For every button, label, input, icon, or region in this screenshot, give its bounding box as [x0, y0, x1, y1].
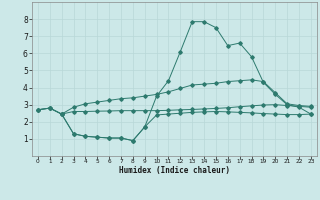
X-axis label: Humidex (Indice chaleur): Humidex (Indice chaleur) — [119, 166, 230, 175]
